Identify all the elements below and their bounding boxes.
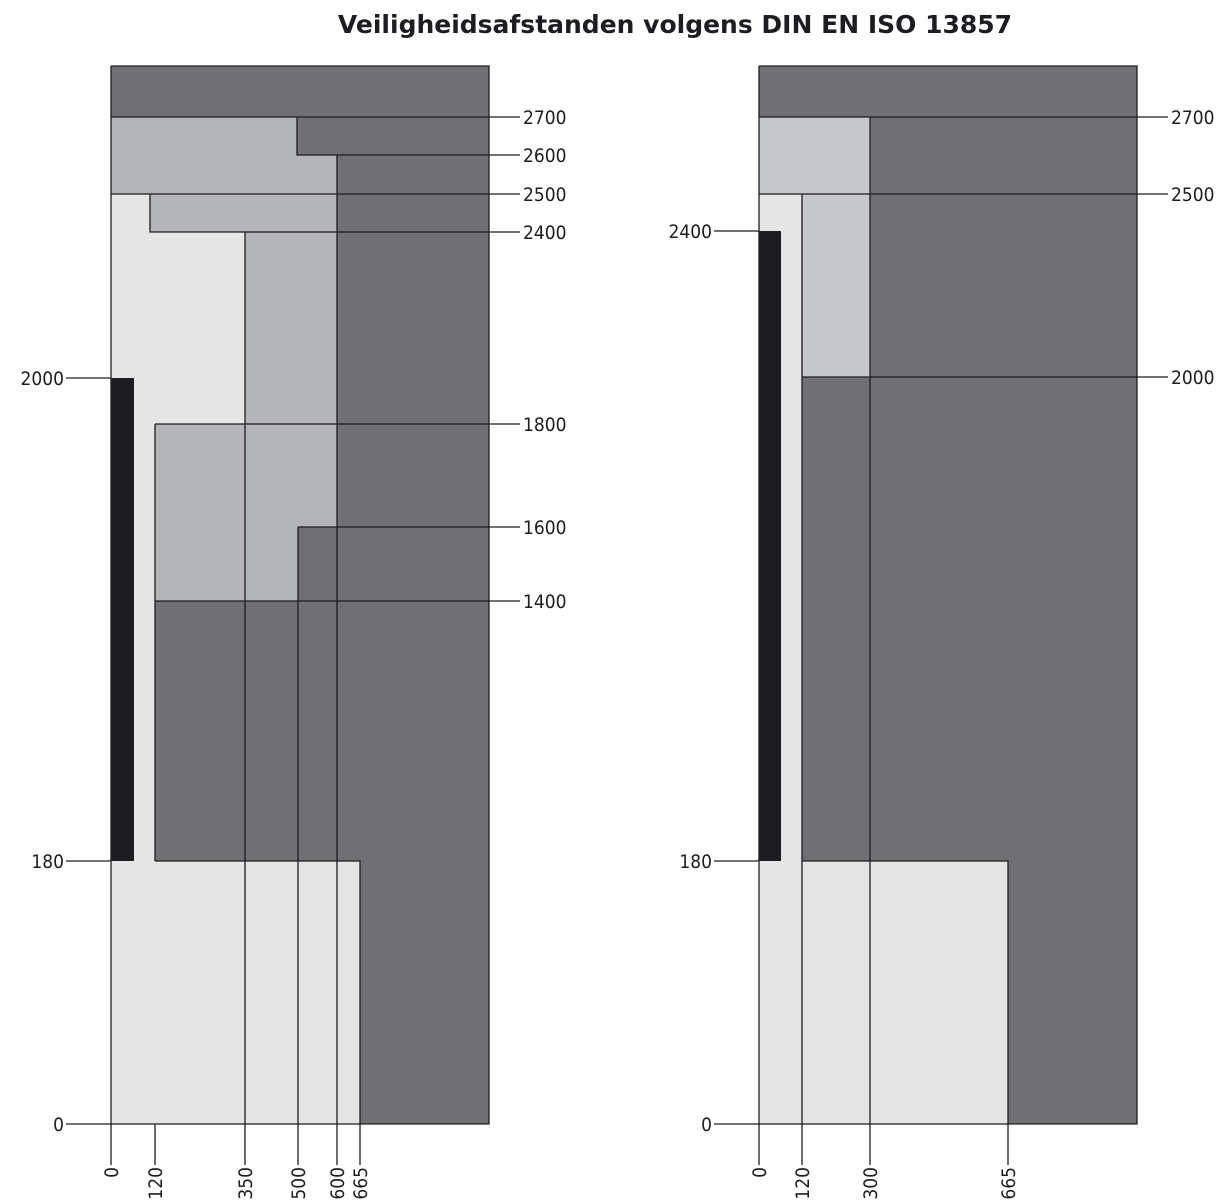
left-distance-label-600: 600 (327, 1167, 349, 1200)
left-height-label-2600: 2600 (523, 145, 567, 167)
left-height-label-2000: 2000 (21, 368, 65, 390)
left-distance-label-0: 0 (101, 1167, 123, 1178)
right-height-label-2000: 2000 (1171, 367, 1215, 389)
left-height-label-1400: 1400 (523, 591, 567, 613)
left-diagram: 2700 2600 2500 2400 1800 1600 1400 2000 … (21, 65, 567, 1200)
left-distance-label-665: 665 (350, 1167, 372, 1200)
left-zone-mid-gray (155, 424, 337, 601)
left-height-label-0: 0 (53, 1114, 64, 1136)
left-zone-light-upper (111, 194, 245, 861)
right-height-label-180: 180 (679, 851, 712, 873)
left-lines (66, 65, 520, 1165)
left-height-label-2500: 2500 (523, 184, 567, 206)
right-distance-label-0: 0 (749, 1167, 771, 1178)
diagram-title: Veiligheidsafstanden volgens DIN EN ISO … (337, 10, 1013, 39)
right-diagram: 2700 2500 2000 2400 180 0 0 120 300 665 (669, 65, 1215, 1200)
right-height-label-2500: 2500 (1171, 184, 1215, 206)
left-obstacle-bar (111, 378, 134, 861)
left-distance-label-120: 120 (145, 1167, 167, 1200)
left-distance-label-350: 350 (235, 1167, 257, 1200)
left-height-label-180: 180 (31, 851, 64, 873)
right-zone-upper-gray (759, 117, 870, 194)
left-height-label-2700: 2700 (523, 107, 567, 129)
right-lines (714, 65, 1168, 1165)
right-obstacle-bar (759, 231, 781, 861)
left-height-label-2400: 2400 (523, 222, 567, 244)
right-height-label-2400: 2400 (669, 221, 713, 243)
right-distance-label-665: 665 (998, 1167, 1020, 1200)
left-height-label-1800: 1800 (523, 414, 567, 436)
left-distance-label-500: 500 (288, 1167, 310, 1200)
right-zone-mid-gray (802, 194, 870, 377)
right-height-label-0: 0 (701, 1114, 712, 1136)
right-height-label-2700: 2700 (1171, 107, 1215, 129)
left-height-label-1600: 1600 (523, 517, 567, 539)
left-zone-light-bottom (111, 861, 360, 1124)
right-distance-label-120: 120 (792, 1167, 814, 1200)
right-distance-label-300: 300 (860, 1167, 882, 1200)
right-zone-light-bottom (759, 861, 1008, 1124)
